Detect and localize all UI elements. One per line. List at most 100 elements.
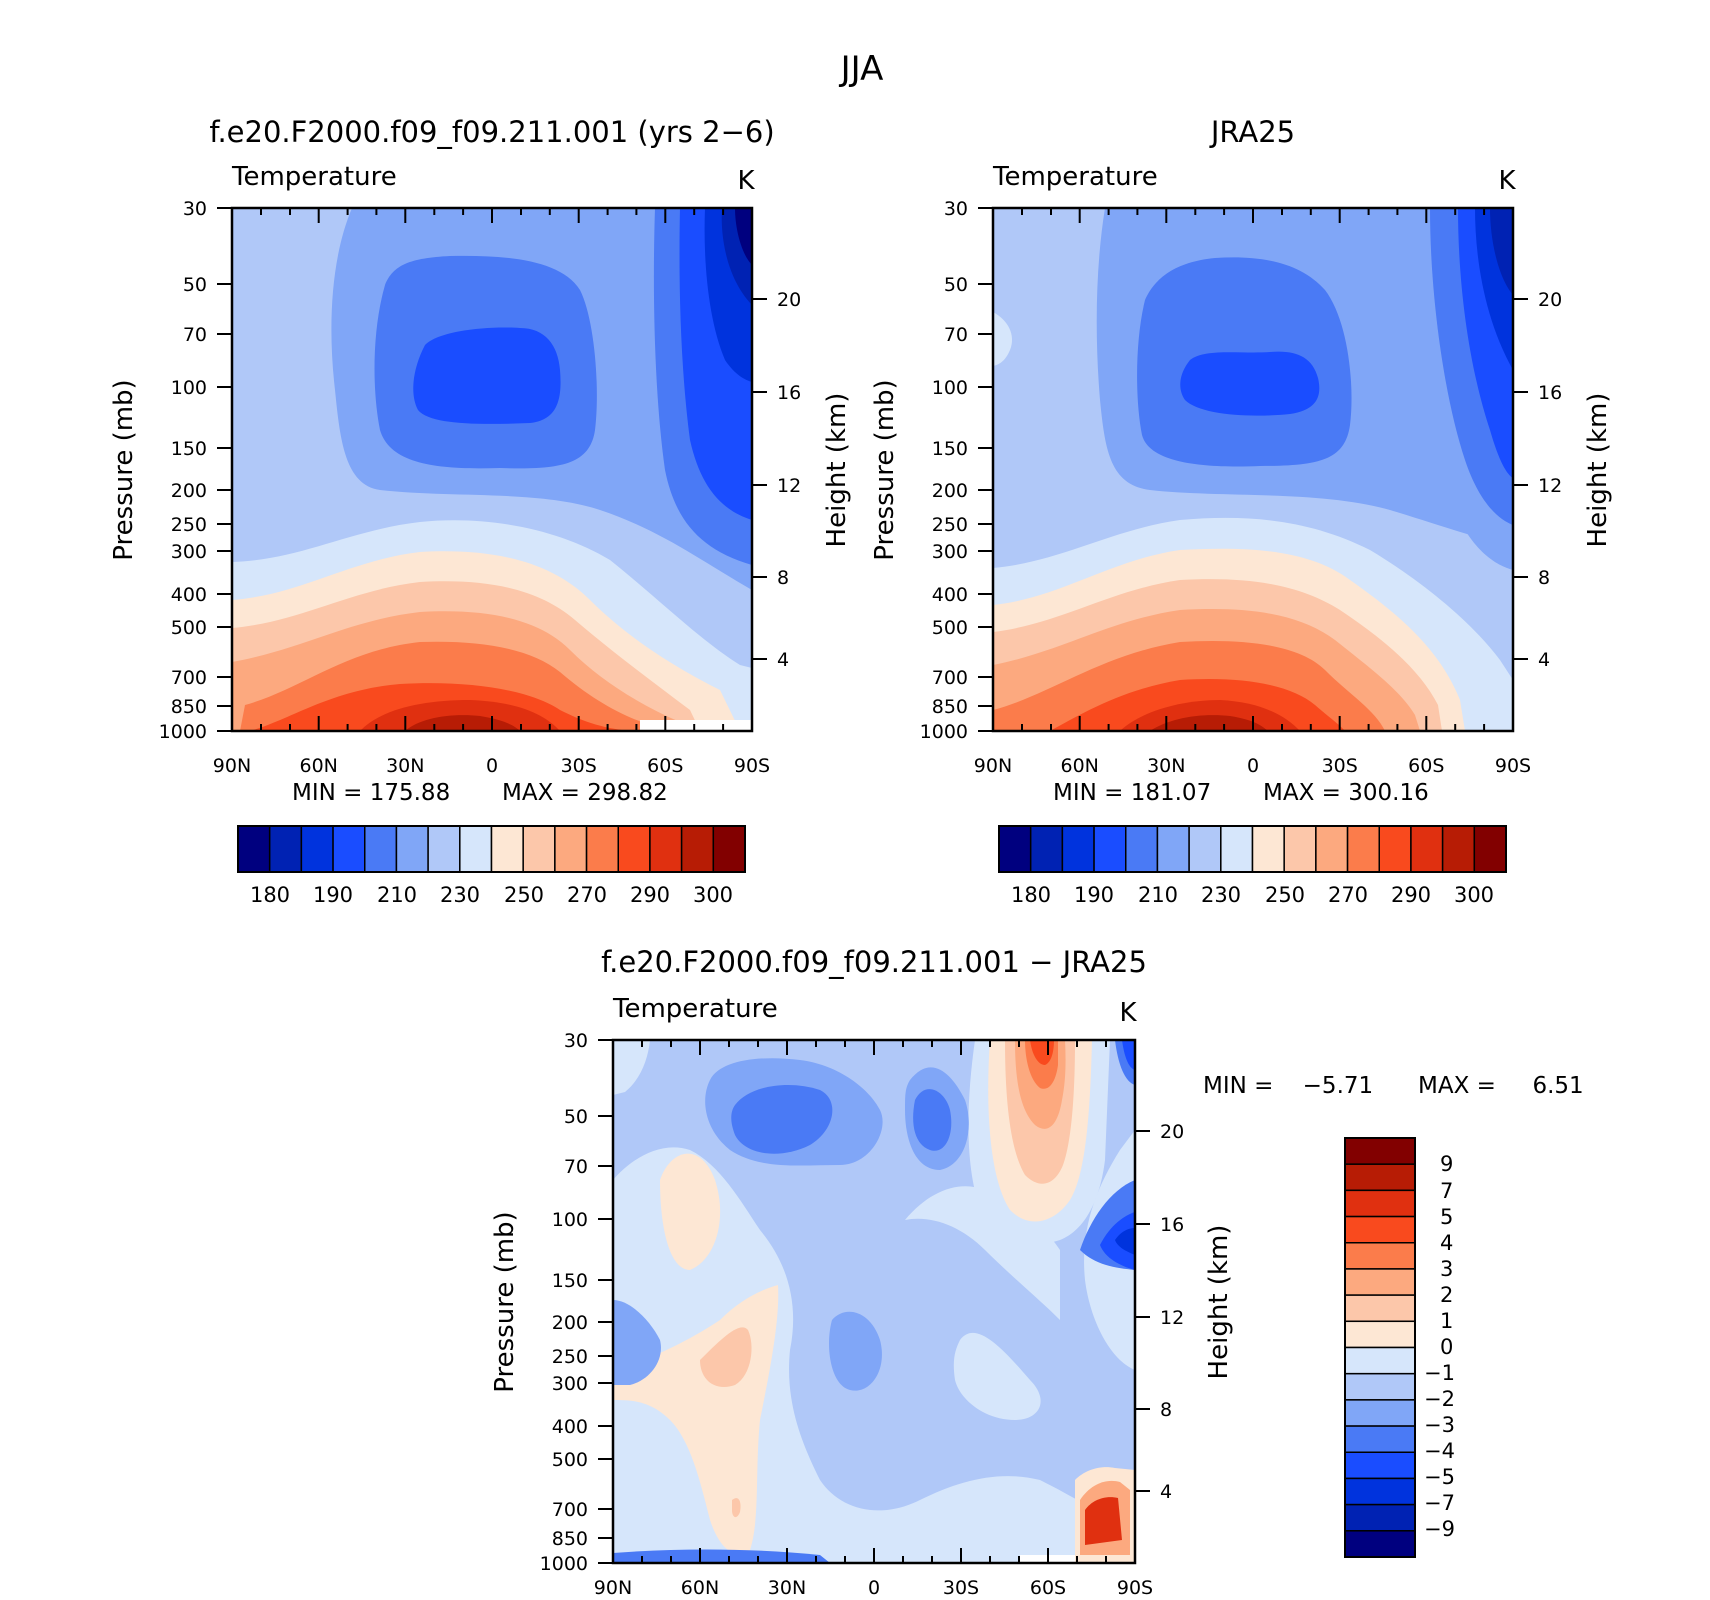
panel-diff-max: MAX = 6.51	[1418, 1073, 1584, 1099]
colorbar-swatch	[1344, 1320, 1416, 1349]
y-tick-label-right: 8	[1538, 567, 1550, 589]
x-tick-label: 90N	[974, 755, 1012, 777]
colorbar-swatch	[998, 825, 1032, 873]
colorbar-label: 290	[1391, 883, 1431, 907]
colorbar-swatches	[1344, 1137, 1416, 1558]
panel-diff-contours	[613, 1040, 1135, 1563]
colorbar-swatch	[1344, 1346, 1416, 1375]
contour-fill	[660, 1153, 721, 1270]
panel-model-ylabel-right: Height (km)	[822, 393, 852, 548]
colorbar-swatch	[1251, 825, 1285, 873]
colorbar-label: −7	[1424, 1491, 1455, 1515]
panel-diff-variable: Temperature	[612, 994, 778, 1024]
x-tick-label: 60S	[1408, 755, 1444, 777]
colorbar-swatch	[1093, 825, 1127, 873]
colorbar-swatch	[332, 825, 366, 873]
x-tick-label: 90S	[734, 755, 770, 777]
x-tick-label: 0	[1247, 755, 1259, 777]
colorbar-swatch	[1156, 825, 1190, 873]
colorbar-swatch	[522, 825, 556, 873]
colorbar-label: −4	[1424, 1439, 1455, 1463]
y-tick-label: 300	[932, 541, 968, 563]
y-tick-label: 30	[564, 1030, 588, 1052]
colorbar-swatch	[1410, 825, 1444, 873]
colorbar-frame	[998, 825, 1507, 873]
contour-fill	[640, 720, 752, 731]
panel-model-ylabel: Pressure (mb)	[109, 379, 139, 560]
colorbar-swatch	[1344, 1242, 1416, 1270]
y-tick-label: 1000	[920, 721, 968, 743]
colorbar-label: 210	[377, 883, 417, 907]
colorbar-swatch	[1344, 1425, 1416, 1453]
x-tick-label: 30S	[1322, 755, 1358, 777]
colorbar-swatch	[1344, 1451, 1416, 1480]
y-tick-label-right: 20	[1160, 1121, 1184, 1143]
y-tick-label-right: 8	[777, 567, 789, 589]
panel-diff-yticks	[598, 1039, 1150, 1564]
y-tick-label: 700	[932, 667, 968, 689]
colorbar-swatch	[712, 825, 746, 873]
y-tick-label: 1000	[540, 1553, 588, 1575]
panel-model: f.e20.F2000.f09_f09.211.001 (yrs 2−6) Te…	[109, 115, 852, 907]
y-tick-label: 300	[171, 541, 207, 563]
panel-diff-axes: 90N 60N 30N 0 30S 60S 90S 30 50 70 100 1…	[490, 1030, 1584, 1599]
colorbar-swatch	[268, 825, 303, 873]
panel-diff-ytick-labels: 30 50 70 100 150 200 250 300 400 500 700…	[540, 1030, 1185, 1575]
y-tick-label: 150	[552, 1270, 588, 1292]
panel-model-xtick-labels: 90N 60N 30N 0 30S 60S 90S	[213, 755, 770, 777]
panel-model-axes: 90N 60N 30N 0 30S 60S 90S 30 50 70 100 1…	[109, 198, 852, 806]
colorbar-swatch	[649, 825, 683, 873]
colorbar-label: 190	[313, 883, 353, 907]
contour-fill	[1490, 208, 1513, 295]
colorbar-swatch	[1061, 825, 1095, 873]
y-tick-label: 70	[564, 1156, 588, 1178]
y-tick-label: 100	[552, 1209, 588, 1231]
contour-fill	[735, 208, 752, 265]
colorbar-swatch	[585, 825, 619, 873]
y-tick-label: 400	[552, 1416, 588, 1438]
contour-fill	[1180, 351, 1320, 416]
panel-diff-ylabel: Pressure (mb)	[490, 1211, 520, 1392]
contour-fill	[953, 1332, 1041, 1420]
colorbar-swatch	[1283, 825, 1317, 873]
colorbar-swatch	[1344, 1215, 1416, 1244]
y-tick-label-right: 4	[777, 649, 789, 671]
panel-model-title: f.e20.F2000.f09_f09.211.001 (yrs 2−6)	[209, 115, 774, 149]
x-tick-label: 90S	[1117, 1577, 1153, 1599]
y-tick-label: 150	[171, 438, 207, 460]
panel-model-min: MIN = 175.88	[292, 780, 450, 806]
x-tick-label: 30N	[1147, 755, 1185, 777]
colorbar-swatch	[1125, 825, 1159, 873]
y-tick-label-right: 12	[1538, 475, 1562, 497]
colorbar-label: 1	[1440, 1309, 1453, 1333]
colorbar-label: 300	[693, 883, 733, 907]
colorbar-swatch	[1473, 825, 1507, 873]
panel-obs-ylabel-right: Height (km)	[1583, 393, 1613, 548]
y-tick-label: 1000	[159, 721, 207, 743]
colorbar-labels: 9 7 5 4 3 2 1 0 −1 −2 −3 −4 −5 −7 −9	[1424, 1152, 1455, 1541]
panel-diff-xticks	[612, 1040, 1136, 1563]
colorbar-label: −2	[1424, 1387, 1455, 1411]
colorbar-swatch	[1344, 1399, 1416, 1427]
colorbar-label: 290	[630, 883, 670, 907]
y-tick-label-right: 4	[1160, 1481, 1172, 1503]
panel-obs-yticks	[978, 207, 1528, 732]
panel-obs-min: MIN = 181.07	[1053, 780, 1211, 806]
panel-model-contours	[232, 208, 752, 731]
figure-title: JJA	[839, 49, 884, 89]
panel-model-max: MAX = 298.82	[502, 780, 668, 806]
panel-diff-title: f.e20.F2000.f09_f09.211.001 − JRA25	[601, 945, 1147, 979]
panel-diff-min: MIN = −5.71	[1203, 1073, 1373, 1099]
y-tick-label: 70	[944, 324, 968, 346]
colorbar-swatch	[1344, 1530, 1416, 1558]
colorbar-swatch	[1344, 1163, 1416, 1192]
colorbar-label: 4	[1440, 1231, 1453, 1255]
colorbar-swatches	[998, 825, 1507, 873]
y-tick-label: 850	[932, 696, 968, 718]
contour-fill	[613, 1300, 661, 1385]
contour-fill	[732, 1498, 741, 1518]
contour-fill	[1085, 1497, 1122, 1545]
y-tick-label: 400	[171, 584, 207, 606]
colorbar-label: 0	[1440, 1335, 1453, 1359]
